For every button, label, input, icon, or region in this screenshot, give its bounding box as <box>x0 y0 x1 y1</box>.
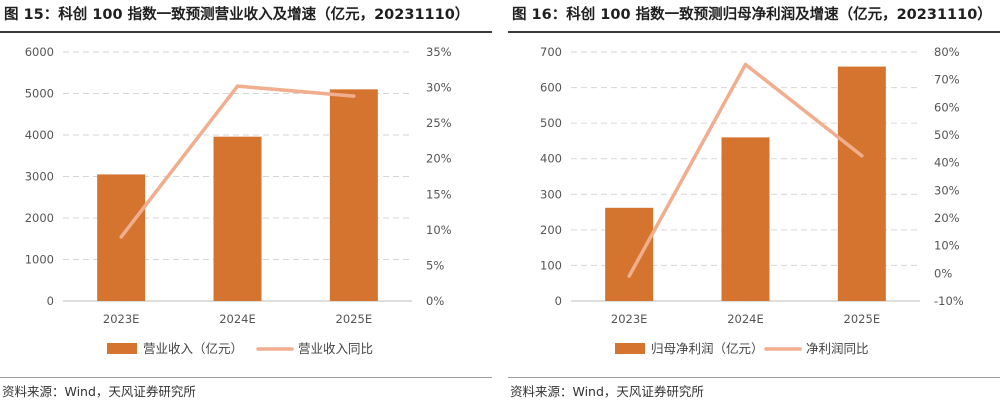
y-left-tick-label: 400 <box>540 152 562 166</box>
y-right-tick-label: 30% <box>934 183 960 197</box>
x-tick-label: 2023E <box>103 312 140 326</box>
y-right-tick-label: 50% <box>934 128 960 142</box>
net-profit-chart: 0 100 200 300 400 500 600 700 -10% 0% 10% 20% 30% 40%… <box>540 45 964 356</box>
title-divider <box>0 31 492 33</box>
y-right-tick-label: 10% <box>934 239 960 253</box>
revenue-chart: 0 1000 2000 3000 4000 5000 6000 0% 5% 10% 15% 20% 25… <box>25 45 452 356</box>
growth-point <box>352 94 356 98</box>
chart-title: 图 15：科创 100 指数一致预测营业收入及增速（亿元，20231110） <box>4 7 470 23</box>
growth-point <box>119 235 123 239</box>
bar <box>213 136 262 301</box>
y-left-tick-label: 1000 <box>25 253 54 267</box>
bar <box>605 207 654 301</box>
chart-panel-revenue: 图 15：科创 100 指数一致预测营业收入及增速（亿元，20231110） 0… <box>0 0 492 408</box>
y-left-tick-label: 6000 <box>25 45 54 59</box>
y-left-tick-label: 100 <box>540 258 562 272</box>
x-tick-label: 2025E <box>336 312 373 326</box>
y-right-tick-label: -10% <box>934 294 964 308</box>
legend-label-line: 营业收入同比 <box>298 341 373 356</box>
source-note: 资料来源：Wind，天风证券研究所 <box>510 384 704 399</box>
y-left-tick-label: 200 <box>540 223 562 237</box>
growth-point <box>860 154 864 158</box>
y-right-tick-label: 15% <box>426 187 452 201</box>
source-note: 资料来源：Wind，天风证券研究所 <box>2 384 196 399</box>
x-tick-label: 2024E <box>727 312 764 326</box>
y-right-tick-label: 35% <box>426 45 452 59</box>
y-right-tick-label: 25% <box>426 116 452 130</box>
y-left-tick-label: 5000 <box>25 87 54 101</box>
growth-point <box>744 62 747 66</box>
x-tick-label: 2025E <box>844 312 881 326</box>
y-left-tick-label: 300 <box>540 187 562 201</box>
x-tick-label: 2024E <box>219 312 256 326</box>
y-left-tick-label: 500 <box>540 116 562 130</box>
growth-point <box>627 274 631 278</box>
y-right-tick-label: 5% <box>426 258 444 272</box>
y-right-tick-label: 10% <box>426 223 452 237</box>
title-divider <box>508 31 1000 33</box>
y-right-tick-label: 60% <box>934 100 960 114</box>
y-right-tick-label: 80% <box>934 45 960 59</box>
y-right-tick-label: 70% <box>934 73 960 87</box>
bar <box>837 66 886 301</box>
legend-swatch-bar <box>107 343 137 354</box>
x-tick-label: 2023E <box>611 312 648 326</box>
y-left-tick-label: 3000 <box>25 170 54 184</box>
legend-label-bar: 归母净利润（亿元） <box>651 341 764 356</box>
growth-point <box>236 84 239 88</box>
y-left-tick-label: 2000 <box>25 211 54 225</box>
legend-label-bar: 营业收入（亿元） <box>143 341 243 356</box>
source-divider <box>0 377 492 378</box>
y-right-tick-label: 40% <box>934 156 960 170</box>
y-right-tick-label: 0% <box>934 266 952 280</box>
bar <box>721 137 770 301</box>
y-left-tick-label: 700 <box>540 45 562 59</box>
source-divider <box>508 377 1000 378</box>
y-left-tick-label: 0 <box>555 294 562 308</box>
y-left-tick-label: 600 <box>540 81 562 95</box>
chart-panel-net-profit: 图 16：科创 100 指数一致预测归母净利润及增速（亿元，20231110） … <box>508 0 1000 408</box>
y-right-tick-label: 20% <box>426 152 452 166</box>
y-left-tick-label: 4000 <box>25 128 54 142</box>
chart-title: 图 16：科创 100 指数一致预测归母净利润及增速（亿元，20231110） <box>512 7 992 23</box>
y-left-tick-label: 0 <box>47 294 54 308</box>
y-right-tick-label: 30% <box>426 81 452 95</box>
bar <box>329 89 378 301</box>
legend-label-line: 净利润同比 <box>806 341 869 356</box>
y-right-tick-label: 20% <box>934 211 960 225</box>
legend-swatch-bar <box>615 343 645 354</box>
y-right-tick-label: 0% <box>426 294 444 308</box>
